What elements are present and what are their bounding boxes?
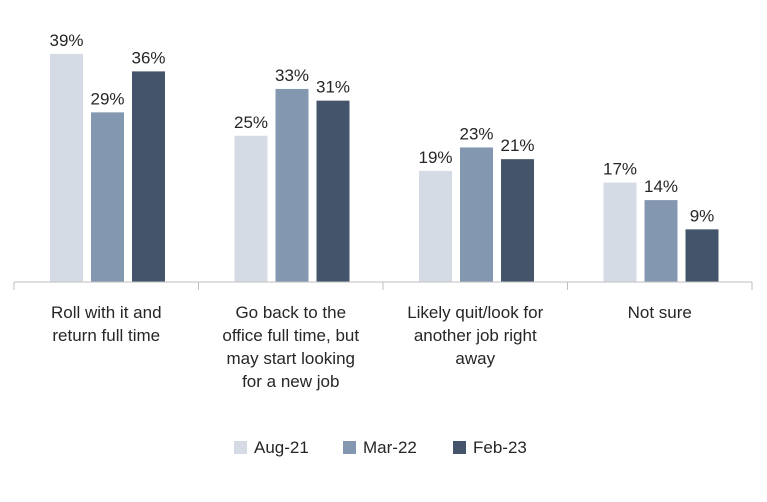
bar-mar-22-cat2 [275, 88, 309, 282]
category-label-line: Roll with it and [51, 303, 162, 322]
category-label-line: return full time [52, 326, 160, 345]
data-label-feb-23-cat2: 31% [316, 78, 350, 97]
category-label-1: Roll with it and return full time [51, 303, 162, 345]
data-label-aug-21-cat4: 17% [603, 160, 637, 179]
bar-mar-22-cat3 [460, 147, 493, 282]
data-label-feb-23-cat3: 21% [500, 136, 534, 155]
data-label-aug-21-cat1: 39% [49, 31, 83, 50]
category-label-4: Not sure [628, 303, 692, 322]
data-label-feb-23-cat4: 9% [690, 206, 715, 225]
bar-feb-23-cat4 [685, 229, 719, 282]
bar-feb-23-cat1 [132, 71, 165, 283]
legend-label-mar-22: Mar-22 [363, 438, 417, 457]
bar-mar-22-cat1 [91, 112, 124, 282]
category-label-3: Likely quit/look for another job right awa… [407, 303, 543, 368]
category-label-line: for a new job [242, 372, 339, 391]
data-label-aug-21-cat3: 19% [418, 148, 452, 167]
bar-aug-21-cat4 [603, 182, 637, 282]
category-label-line: may start looking [227, 349, 356, 368]
bar-aug-21-cat1 [50, 53, 83, 282]
category-label-line: Likely quit/look for [407, 303, 543, 322]
bar-aug-21-cat3 [419, 170, 452, 282]
category-label-2: Go back to the office full time, but may s… [222, 303, 359, 391]
bar-feb-23-cat3 [501, 159, 534, 282]
data-label-mar-22-cat2: 33% [275, 66, 309, 85]
data-label-feb-23-cat1: 36% [131, 48, 165, 67]
data-label-mar-22-cat3: 23% [459, 124, 493, 143]
category-label-line: office full time, but [222, 326, 359, 345]
data-label-mar-22-cat4: 14% [644, 177, 678, 196]
data-label-aug-21-cat2: 25% [234, 113, 268, 132]
category-label-line: away [455, 349, 495, 368]
category-label-line: another job right [414, 326, 537, 345]
legend-swatch-aug-21 [234, 441, 247, 454]
legend-label-feb-23: Feb-23 [473, 438, 527, 457]
legend-swatch-feb-23 [453, 441, 466, 454]
category-label-line: Not sure [628, 303, 692, 322]
legend-label-aug-21: Aug-21 [254, 438, 309, 457]
category-label-line: Go back to the [235, 303, 346, 322]
bar-aug-21-cat2 [234, 135, 268, 282]
legend-swatch-mar-22 [343, 441, 356, 454]
bar-feb-23-cat2 [316, 100, 350, 283]
bar-mar-22-cat4 [644, 200, 678, 282]
data-label-mar-22-cat1: 29% [90, 89, 124, 108]
